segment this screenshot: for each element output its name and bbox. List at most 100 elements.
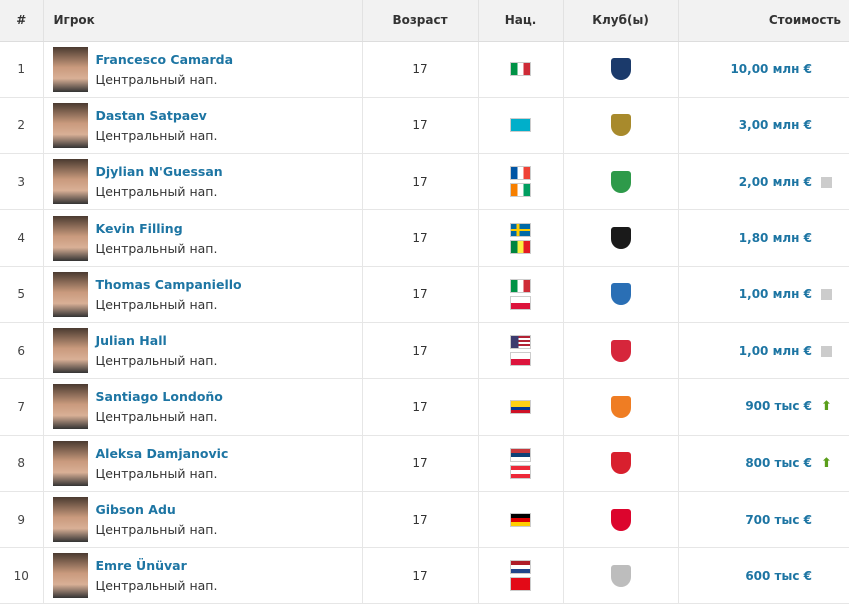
club-cell <box>563 547 679 604</box>
club-crest-icon[interactable] <box>610 283 631 306</box>
flag-serbia-icon[interactable] <box>510 447 531 462</box>
trend-up-icon: ⬆ <box>821 455 832 471</box>
market-value: 1,80 млн € <box>678 209 849 267</box>
player-photo[interactable] <box>52 159 88 205</box>
club-crest-icon[interactable] <box>610 564 631 587</box>
player-photo[interactable] <box>52 497 88 543</box>
player-photo[interactable] <box>52 102 88 148</box>
market-value-link[interactable]: 800 тыс € <box>745 455 812 470</box>
player-name-link[interactable]: Francesco Camarda <box>95 51 234 67</box>
age: 17 <box>362 266 479 323</box>
player-position: Центральный нап. <box>95 578 218 594</box>
player-name-link[interactable]: Aleksa Damjanovic <box>95 445 229 461</box>
flag-usa-icon[interactable] <box>510 335 531 350</box>
market-value: 1,00 млн € <box>678 266 849 323</box>
player-photo[interactable] <box>52 328 88 374</box>
player-name-link[interactable]: Gibson Adu <box>95 502 176 518</box>
flag-austria-icon[interactable] <box>510 464 531 479</box>
player-name-link[interactable]: Emre Ünüvar <box>95 558 187 574</box>
player-name-link[interactable]: Djylian N'Guessan <box>95 164 223 180</box>
club-crest-icon[interactable] <box>610 339 631 362</box>
age: 17 <box>362 209 479 267</box>
player-position: Центральный нап. <box>95 71 218 87</box>
club-crest-icon[interactable] <box>610 114 631 137</box>
market-value-link[interactable]: 1,00 млн € <box>738 343 812 358</box>
club-crest-icon[interactable] <box>610 170 631 193</box>
player-position: Центральный нап. <box>95 465 218 481</box>
flag-sweden-icon[interactable] <box>510 222 531 237</box>
table-row: 9 Gibson Adu Центральный нап. 17 700 тыс… <box>0 491 849 549</box>
market-value-link[interactable]: 2,00 млн € <box>738 174 812 189</box>
row-number: 2 <box>0 97 44 155</box>
player-name-link[interactable]: Kevin Filling <box>95 220 183 236</box>
player-cell: Gibson Adu Центральный нап. <box>43 491 363 549</box>
club-cell <box>563 153 679 211</box>
player-photo[interactable] <box>52 440 88 486</box>
flag-germany-icon[interactable] <box>510 512 531 527</box>
age: 17 <box>362 491 479 549</box>
market-value-link[interactable]: 1,80 млн € <box>738 231 812 246</box>
club-crest-icon[interactable] <box>610 508 631 531</box>
flag-kazakhstan-icon[interactable] <box>510 118 531 133</box>
col-club[interactable]: Клуб(ы) <box>563 0 679 42</box>
market-value-link[interactable]: 600 тыс € <box>745 568 812 583</box>
flag-colombia-icon[interactable] <box>510 399 531 414</box>
nationality-cell <box>478 153 564 211</box>
flag-ivory-coast-icon[interactable] <box>510 183 531 198</box>
col-nat[interactable]: Нац. <box>478 0 564 42</box>
club-cell <box>563 266 679 323</box>
flag-poland-icon[interactable] <box>510 352 531 367</box>
club-crest-icon[interactable] <box>610 452 631 475</box>
market-value-link[interactable]: 700 тыс € <box>745 512 812 527</box>
club-crest-icon[interactable] <box>610 395 631 418</box>
club-crest-icon[interactable] <box>610 58 631 81</box>
flag-italy-icon[interactable] <box>510 278 531 293</box>
market-value-link[interactable]: 3,00 млн € <box>738 118 812 133</box>
player-cell: Francesco Camarda Центральный нап. <box>43 41 363 98</box>
player-position: Центральный нап. <box>95 522 218 538</box>
market-value: 600 тыс € <box>678 547 849 604</box>
market-value-link[interactable]: 10,00 млн € <box>730 62 812 77</box>
flag-netherlands-icon[interactable] <box>510 560 531 575</box>
col-age[interactable]: Возраст <box>362 0 479 42</box>
player-photo[interactable] <box>52 215 88 261</box>
club-cell <box>563 97 679 155</box>
player-name-link[interactable]: Julian Hall <box>95 333 167 349</box>
age: 17 <box>362 435 479 492</box>
market-value-link[interactable]: 900 тыс € <box>745 399 812 414</box>
row-number: 7 <box>0 378 44 436</box>
flag-italy-icon[interactable] <box>510 62 531 77</box>
player-name-link[interactable]: Thomas Campaniello <box>95 276 242 292</box>
table-row: 10 Emre Ünüvar Центральный нап. 17 600 т… <box>0 547 849 604</box>
player-cell: Julian Hall Центральный нап. <box>43 322 363 380</box>
player-cell: Santiago Londoño Центральный нап. <box>43 378 363 436</box>
market-value: 700 тыс € <box>678 491 849 549</box>
player-photo[interactable] <box>52 271 88 317</box>
col-player[interactable]: Игрок <box>43 0 363 42</box>
player-photo[interactable] <box>52 46 88 92</box>
row-number: 8 <box>0 435 44 492</box>
player-cell: Thomas Campaniello Центральный нап. <box>43 266 363 323</box>
player-photo[interactable] <box>52 553 88 599</box>
market-value: 800 тыс € ⬆ <box>678 435 849 492</box>
player-photo[interactable] <box>52 384 88 430</box>
player-name-link[interactable]: Dastan Satpaev <box>95 107 207 123</box>
col-value[interactable]: Стоимость <box>678 0 849 42</box>
table-row: 1 Francesco Camarda Центральный нап. 17 … <box>0 41 849 98</box>
club-cell <box>563 41 679 98</box>
table-row: 7 Santiago Londoño Центральный нап. 17 9… <box>0 378 849 436</box>
flag-france-icon[interactable] <box>510 166 531 181</box>
flag-turkey-icon[interactable] <box>510 577 531 592</box>
col-num[interactable]: # <box>0 0 44 42</box>
flag-poland-icon[interactable] <box>510 295 531 310</box>
player-cell: Aleksa Damjanovic Центральный нап. <box>43 435 363 492</box>
nationality-cell <box>478 209 564 267</box>
club-crest-icon[interactable] <box>610 227 631 250</box>
player-name-link[interactable]: Santiago Londoño <box>95 389 223 405</box>
market-value-link[interactable]: 1,00 млн € <box>738 287 812 302</box>
flag-senegal-icon[interactable] <box>510 239 531 254</box>
nationality-cell <box>478 491 564 549</box>
market-value: 2,00 млн € <box>678 153 849 211</box>
row-number: 5 <box>0 266 44 323</box>
row-number: 9 <box>0 491 44 549</box>
